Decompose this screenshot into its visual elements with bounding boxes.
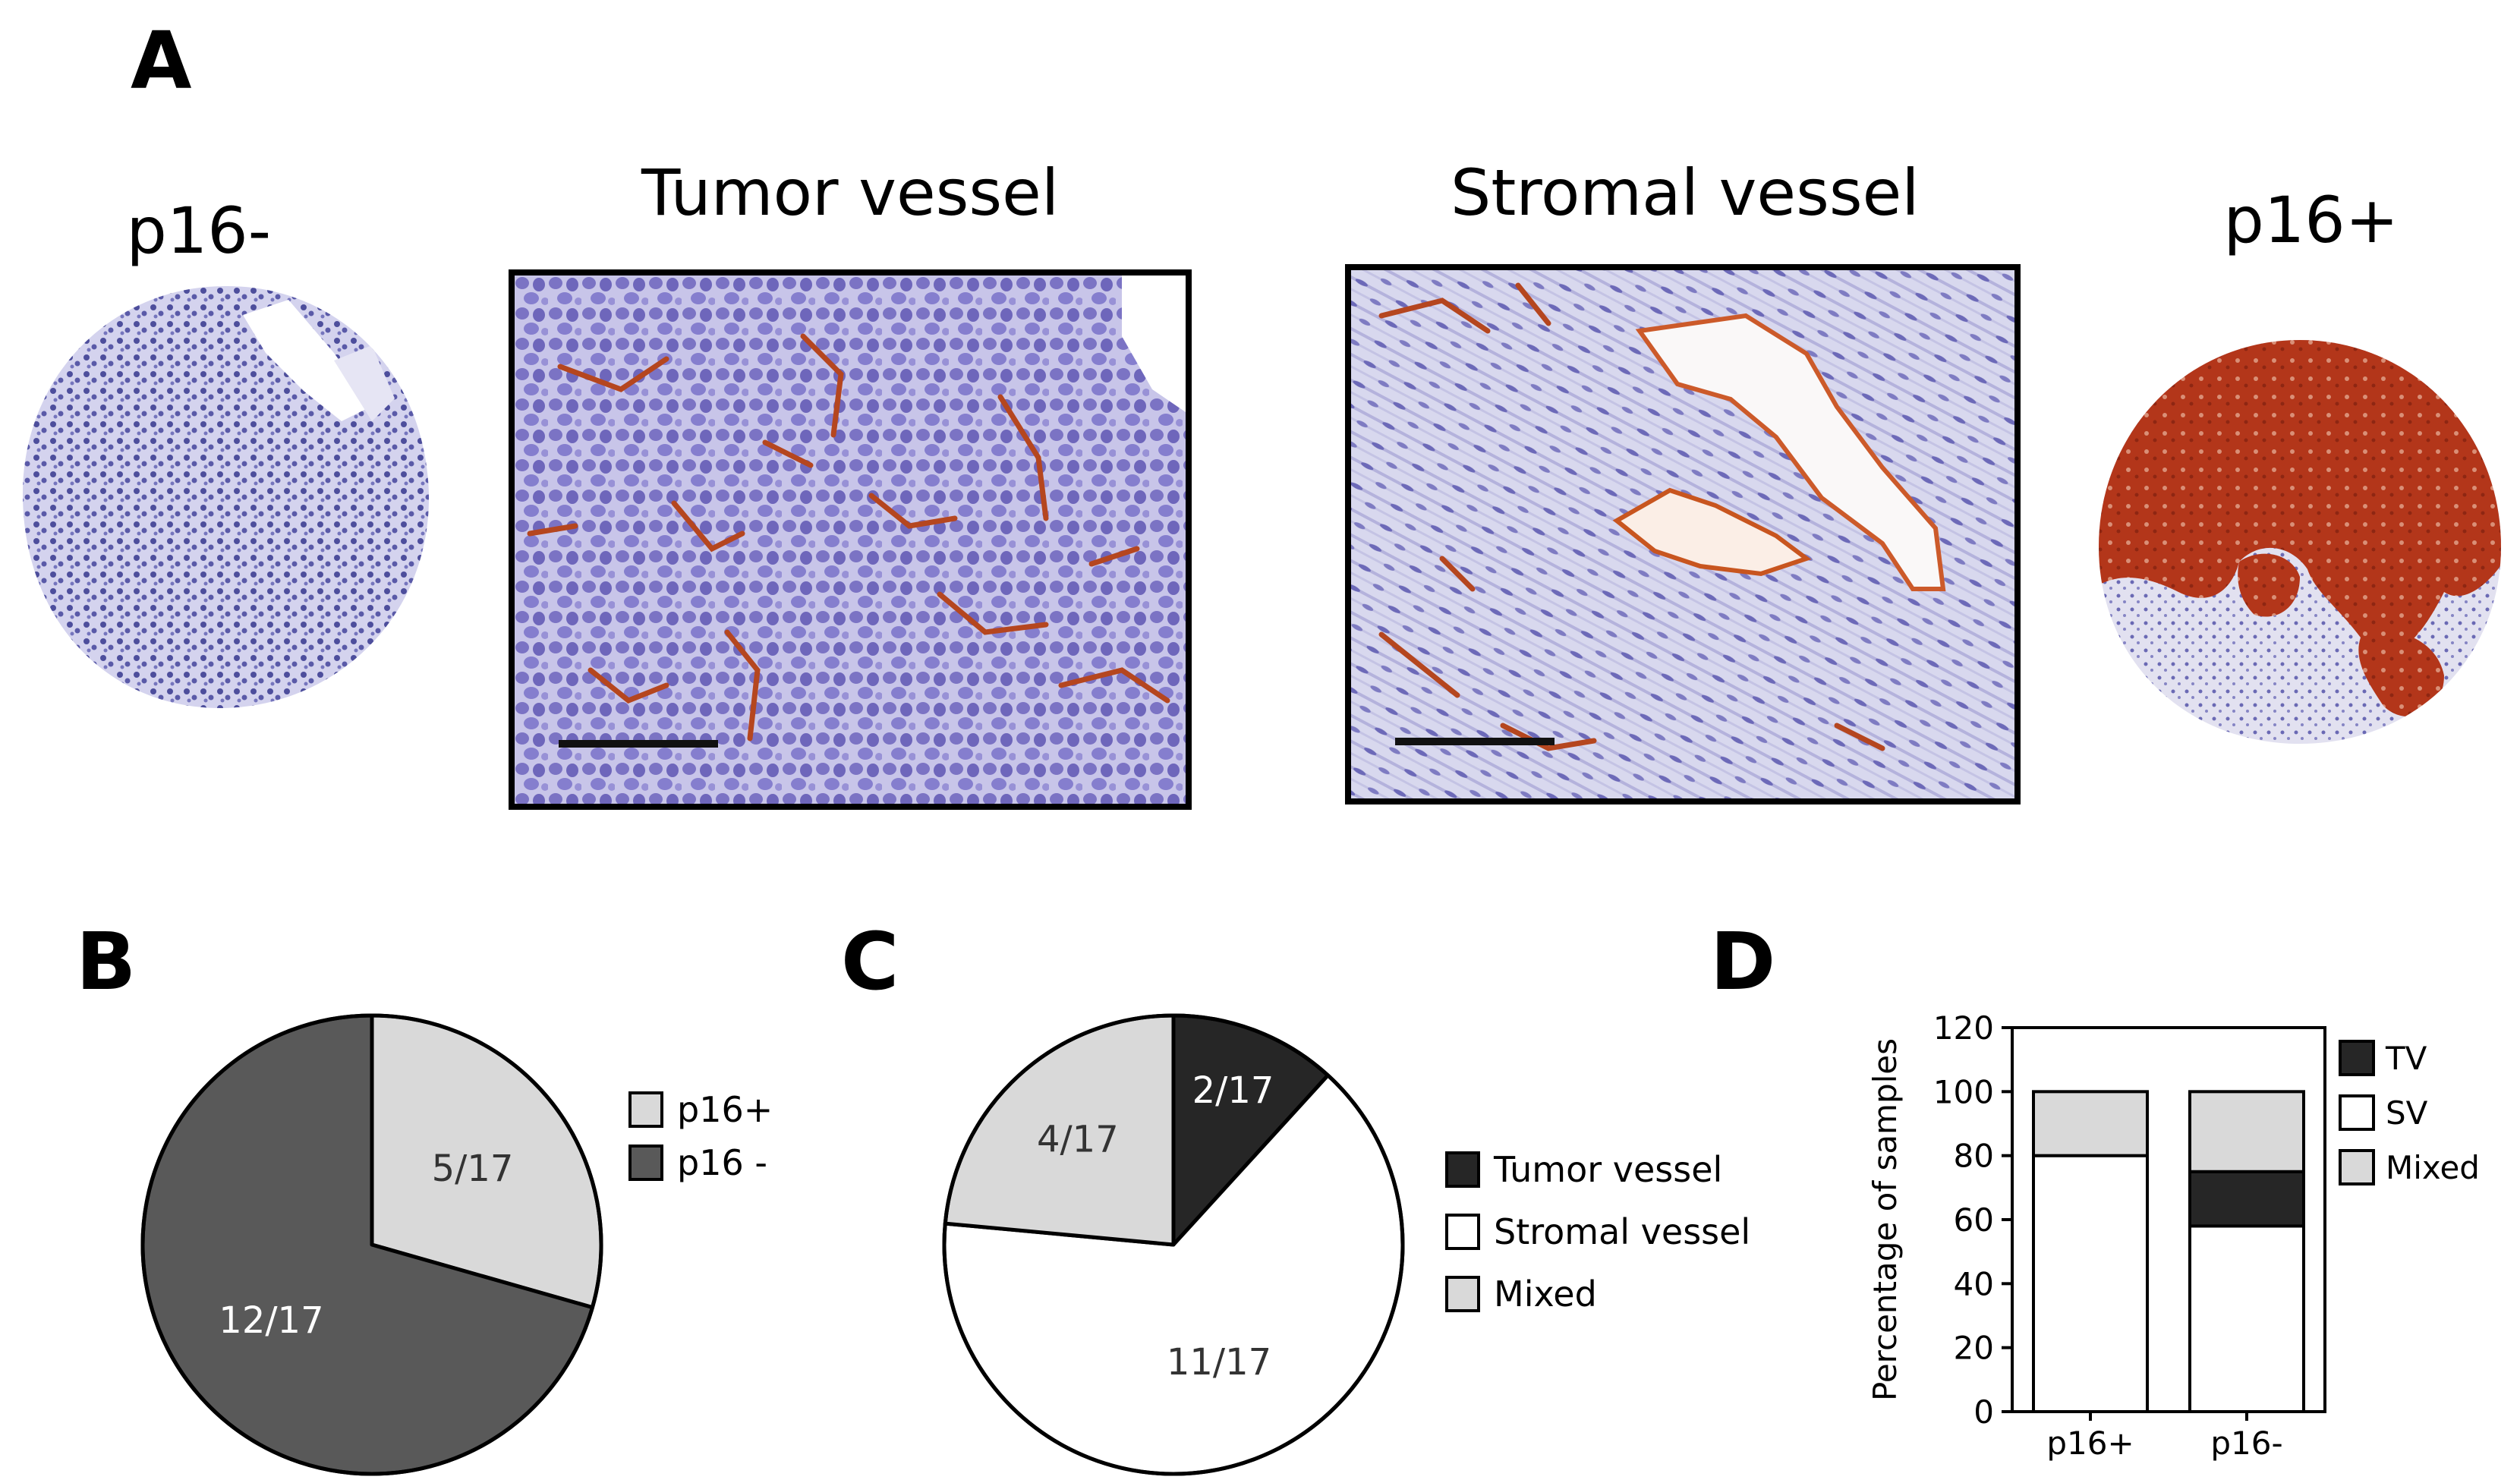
y-tick-label-20: 20 — [1954, 1330, 1994, 1367]
pie-outline — [140, 1013, 603, 1476]
stromal-vessel-micrograph — [1345, 264, 2021, 804]
legend-swatch-tv — [2339, 1040, 2375, 1076]
pie-chart-b: 5/17 12/17 p16+ p16 - — [140, 1013, 773, 1476]
pie-label-mixed: 4/17 — [1037, 1119, 1119, 1161]
legend-label-sv: SV — [2386, 1094, 2428, 1132]
p16-negative-label: p16- — [126, 194, 272, 268]
stromal-vessel-title: Stromal vessel — [1451, 156, 1920, 230]
legend-label-tumor-vessel: Tumor vessel — [1493, 1149, 1722, 1190]
legend-label-stromal-vessel: Stromal vessel — [1494, 1211, 1750, 1252]
tumor-vessel-micrograph — [509, 269, 1192, 810]
legend-swatch-mixed — [2339, 1149, 2375, 1185]
legend-swatch-stromal-vessel — [1445, 1214, 1480, 1250]
legend-label-p16: p16 - — [677, 1142, 767, 1183]
x-tick-label-p16: p16+ — [2046, 1425, 2134, 1462]
p16-positive-label: p16+ — [2223, 183, 2399, 257]
y-tick-label-120: 120 — [1933, 1009, 1994, 1047]
x-tick-label-p16: p16- — [2210, 1425, 2282, 1462]
legend-label-p16: p16+ — [677, 1089, 773, 1130]
pie-outline — [942, 1013, 1405, 1476]
panel-a-letter: A — [131, 14, 192, 107]
panel-c-letter: C — [841, 915, 899, 1008]
panel-b-letter: B — [76, 915, 137, 1008]
tumor-vessel-title: Tumor vessel — [641, 156, 1060, 230]
y-tick-label-60: 60 — [1954, 1201, 1994, 1239]
y-tick-label-40: 40 — [1954, 1265, 1994, 1302]
y-tick-label-0: 0 — [1973, 1393, 1994, 1431]
legend-label-mixed: Mixed — [1494, 1274, 1597, 1315]
p16-positive-tissue-core — [2087, 319, 2512, 759]
stacked-bar-chart-d: 0 20 40 60 80 100 120 Percentage of samples p16+… — [1866, 1009, 2480, 1462]
legend-label-tv: TV — [2385, 1040, 2427, 1077]
bar-segment-p16-sv — [2188, 1224, 2305, 1414]
y-tick-label-80: 80 — [1954, 1138, 1994, 1175]
p16-negative-tissue-core — [15, 269, 440, 725]
pie-label-stromal-vessel: 11/17 — [1167, 1341, 1271, 1384]
y-tick-label-100: 100 — [1933, 1073, 1994, 1110]
panel-d-letter: D — [1710, 915, 1776, 1008]
legend-swatch-p16 — [628, 1091, 663, 1128]
legend-swatch-mixed — [1445, 1276, 1480, 1312]
legend-swatch-tumor-vessel — [1445, 1151, 1480, 1188]
bar-segment-p16-sv — [2032, 1154, 2149, 1413]
pie-label-p16: 12/17 — [219, 1299, 323, 1342]
legend-swatch-p16 — [628, 1145, 663, 1181]
legend-label-mixed: Mixed — [2386, 1149, 2480, 1186]
bar-segment-p16-tv — [2188, 1170, 2305, 1228]
y-axis-label: Percentage of samples — [1866, 1038, 1904, 1401]
legend-swatch-sv — [2339, 1094, 2375, 1131]
pie-label-tumor-vessel: 2/17 — [1192, 1069, 1274, 1112]
bar-segment-p16-mixed — [2032, 1090, 2149, 1157]
pie-label-p16: 5/17 — [432, 1148, 514, 1190]
pie-chart-c: 2/17 11/17 4/17 Tumor vessel Stromal vessel M… — [942, 1013, 1750, 1476]
bar-segment-p16-mixed — [2188, 1090, 2305, 1173]
